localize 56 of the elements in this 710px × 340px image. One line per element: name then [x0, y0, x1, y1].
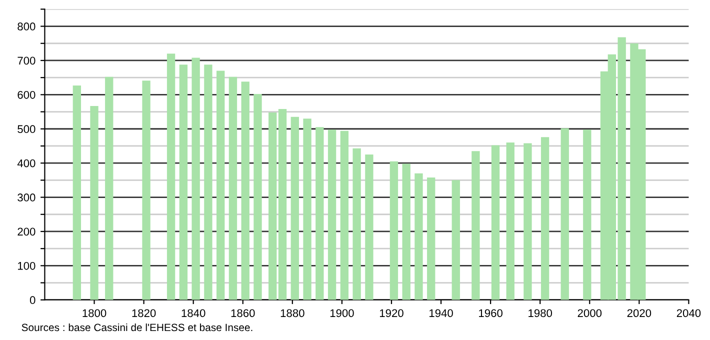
x-tick-label: 1840 — [182, 309, 206, 318]
bar — [352, 148, 361, 300]
source-note: Sources : base Cassini de l'EHESS et base Insee. — [22, 323, 252, 332]
x-tick-label: 1880 — [280, 309, 304, 318]
y-tick-label: 400 — [17, 159, 36, 168]
x-tick-label: 2000 — [578, 309, 602, 318]
bar — [192, 58, 200, 300]
bar — [506, 142, 514, 300]
bar — [560, 128, 569, 300]
bar — [390, 161, 398, 300]
y-tick-label: 100 — [18, 262, 36, 270]
x-tick-label: 1860 — [231, 309, 255, 318]
bar — [316, 127, 324, 300]
bar — [254, 94, 262, 300]
bar — [524, 143, 532, 300]
x-tick-label: 1920 — [380, 309, 404, 318]
x-tick-label: 2020 — [627, 309, 652, 318]
bar — [90, 106, 98, 300]
y-tick-label: 700 — [18, 56, 36, 65]
bar — [241, 82, 250, 300]
bar — [328, 130, 336, 300]
bar — [72, 85, 82, 300]
bar — [204, 64, 212, 300]
bar — [290, 116, 299, 300]
bar — [166, 54, 176, 300]
bar — [228, 76, 238, 300]
bar — [540, 137, 550, 300]
bar — [268, 112, 277, 300]
bar — [365, 154, 374, 300]
x-tick-label: 1800 — [82, 309, 106, 318]
y-tick-label: 300 — [18, 194, 36, 202]
bar — [105, 76, 114, 300]
x-tick-label: 1960 — [479, 309, 502, 318]
bar — [340, 130, 349, 300]
bar — [452, 180, 460, 300]
bar — [472, 151, 480, 300]
bar — [583, 130, 592, 300]
bar — [303, 118, 312, 300]
bar — [179, 64, 188, 300]
y-tick-label: 500 — [18, 125, 36, 134]
bar — [491, 145, 500, 300]
x-tick-label: 1820 — [132, 309, 156, 318]
x-tick-label: 1940 — [430, 309, 453, 318]
x-tick-label: 1980 — [528, 309, 552, 318]
bar — [142, 80, 150, 300]
bar — [427, 177, 436, 300]
y-tick-label: 200 — [18, 228, 36, 236]
y-tick-label: 800 — [18, 22, 36, 30]
bar — [414, 173, 423, 300]
bar — [278, 109, 287, 300]
x-tick-label: 1900 — [330, 309, 354, 318]
y-tick-label: 600 — [18, 90, 36, 99]
y-tick-label: 0 — [30, 296, 36, 304]
bar — [216, 70, 225, 300]
x-tick-label: 2040 — [676, 309, 701, 318]
bar — [402, 164, 410, 300]
